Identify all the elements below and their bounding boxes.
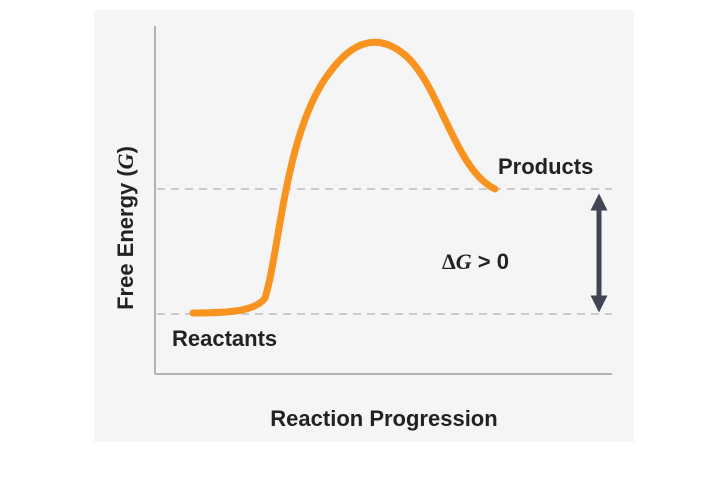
delta-relation: > 0	[472, 249, 509, 274]
y-axis-label: Free Energy (G)	[113, 146, 138, 310]
delta-variable: G	[456, 249, 472, 274]
x-axis-label: Reaction Progression	[270, 406, 497, 431]
products-label: Products	[498, 154, 593, 179]
y-axis-label-symbol: G	[113, 153, 138, 169]
y-axis-label-suffix: )	[113, 146, 138, 153]
reactants-label: Reactants	[172, 326, 277, 351]
delta-g-label: ΔG > 0	[442, 249, 509, 274]
diagram-background	[94, 10, 634, 442]
delta-symbol: Δ	[442, 249, 456, 274]
energy-curve	[189, 38, 499, 317]
y-axis-label-prefix: Free Energy (	[113, 169, 138, 310]
